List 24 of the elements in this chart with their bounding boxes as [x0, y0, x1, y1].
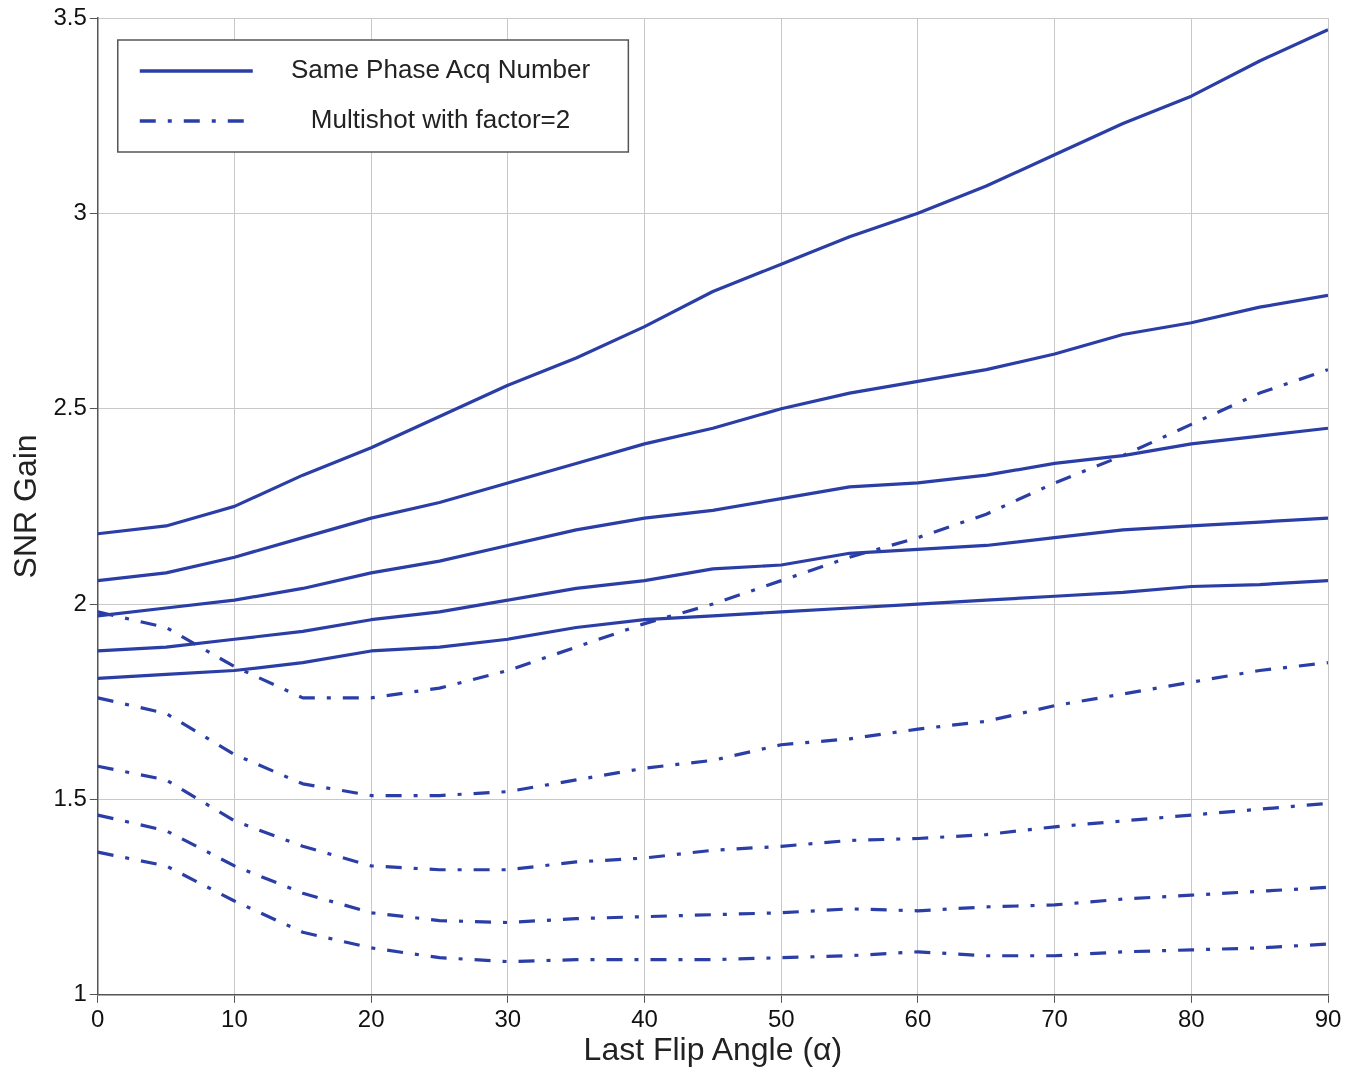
x-tick-label: 70 — [1041, 1004, 1068, 1032]
x-tick-label: 30 — [494, 1004, 522, 1032]
line-series — [97, 850, 1328, 964]
x-axis-title: Last Flip Angle (α) — [583, 1030, 843, 1067]
y-tick-label: 1.5 — [53, 784, 87, 812]
line-series — [97, 368, 1328, 700]
x-tick-label: 10 — [221, 1004, 248, 1032]
x-tick-label: 0 — [91, 1004, 105, 1032]
y-tick-label: 3 — [73, 197, 87, 225]
line-series — [97, 813, 1328, 925]
x-tick-label: 90 — [1314, 1004, 1342, 1032]
legend-label: Same Phase Acq Number — [290, 54, 591, 85]
y-tick-label: 2.5 — [53, 393, 87, 421]
line-series — [97, 661, 1328, 798]
y-tick-label: 2 — [73, 588, 87, 616]
x-tick-label: 40 — [631, 1004, 658, 1032]
y-tick-label: 3.5 — [53, 2, 87, 30]
x-tick-label: 80 — [1177, 1004, 1205, 1032]
y-axis-title: SNR Gain — [7, 434, 44, 579]
y-tick-label: 1 — [73, 979, 87, 1007]
x-tick-label: 60 — [904, 1004, 932, 1032]
legend-label: Multishot with factor=2 — [310, 104, 571, 135]
x-tick-label: 20 — [357, 1004, 385, 1032]
x-tick-label: 50 — [767, 1004, 795, 1032]
